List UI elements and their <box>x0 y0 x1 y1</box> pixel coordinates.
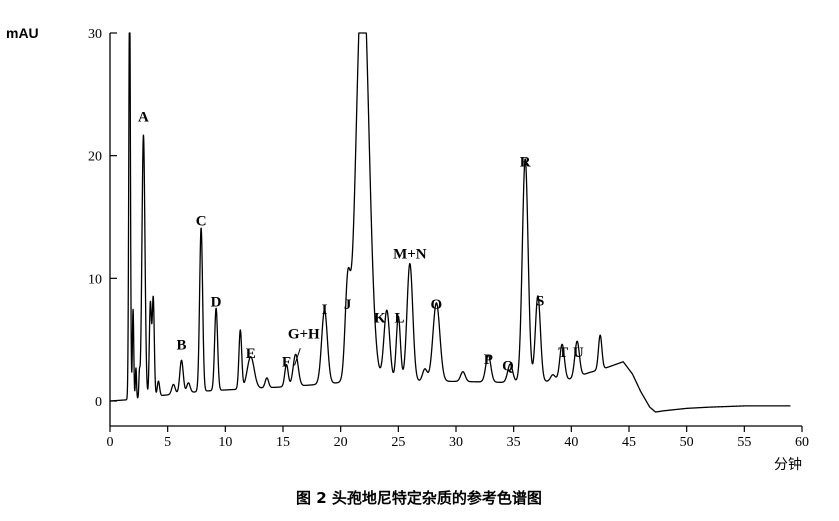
peak-labels: A B C D E F G+HI J K L M+N O P Q R S T U <box>138 109 584 374</box>
peak-label: M+N <box>393 247 427 263</box>
peak-label: R <box>520 155 531 171</box>
x-tick-label: 10 <box>218 435 232 450</box>
x-axis-unit: 分钟 <box>774 456 802 473</box>
x-tick-label: 0 <box>107 435 114 450</box>
chart-axes: 0 10 20 30 0 5 10 15 20 25 30 35 40 45 50 55 60 <box>88 27 809 450</box>
peak-label: E <box>246 346 256 362</box>
peak-label: Q <box>502 358 514 374</box>
chromatogram-trace <box>109 32 791 413</box>
peak-label: B <box>176 337 186 353</box>
peak-label: K <box>374 310 386 326</box>
x-tick-label: 60 <box>795 435 809 450</box>
peak-label: I <box>322 302 328 318</box>
peak-label: T <box>558 345 568 361</box>
y-tick-label: 30 <box>88 27 102 42</box>
peak-label: A <box>138 109 149 125</box>
y-tick-label: 10 <box>88 272 102 287</box>
x-tick-label: 15 <box>276 435 290 450</box>
x-tick-label: 45 <box>622 435 636 450</box>
peak-label: P <box>484 352 493 368</box>
leader-line <box>294 348 301 366</box>
peak-label: C <box>196 214 207 230</box>
x-tick-label: 5 <box>164 435 171 450</box>
peak-label: S <box>536 293 544 309</box>
x-tick-label: 35 <box>507 435 521 450</box>
x-tick-label: 50 <box>680 435 694 450</box>
x-tick-label: 40 <box>564 435 578 450</box>
x-tick-label: 55 <box>737 435 751 450</box>
x-tick-label: 25 <box>391 435 405 450</box>
peak-label: F <box>282 355 291 371</box>
peak-label: L <box>394 310 404 326</box>
y-tick-label: 20 <box>88 150 102 165</box>
chromatogram-line <box>109 32 791 413</box>
x-tick-label: 30 <box>449 435 463 450</box>
figure-caption: 图 2 头孢地尼特定杂质的参考色谱图 <box>296 489 542 507</box>
peak-label: O <box>431 297 443 313</box>
y-axis-unit: mAU <box>6 25 39 41</box>
y-tick-label: 0 <box>95 395 102 410</box>
x-tick-label: 20 <box>334 435 348 450</box>
peak-label: D <box>211 295 222 311</box>
peak-label: G+H <box>288 326 320 342</box>
peak-label: U <box>573 345 584 361</box>
peak-label: J <box>344 297 352 313</box>
